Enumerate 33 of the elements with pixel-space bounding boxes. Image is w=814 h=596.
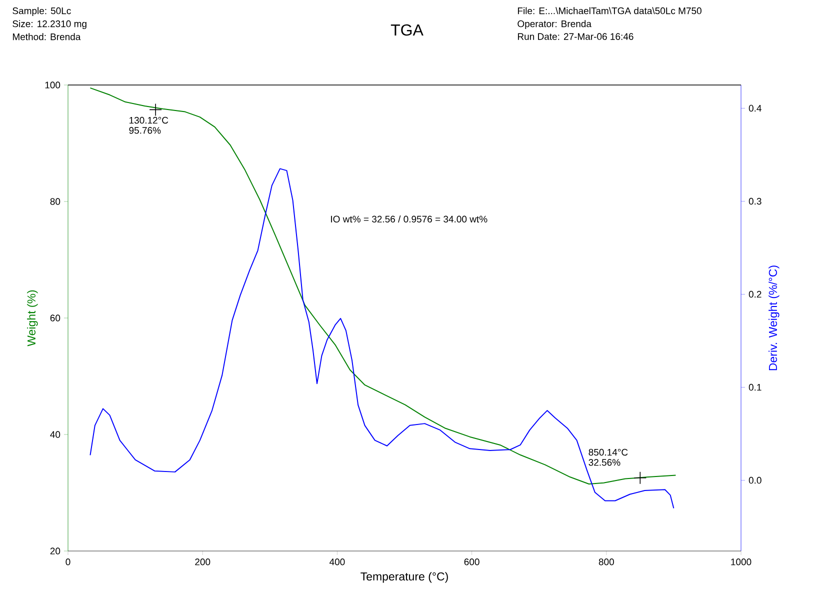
text: Sample: 50Lc	[12, 7, 71, 16]
y-tick-label: 40	[50, 431, 60, 438]
x-tick-label: 200	[195, 558, 210, 566]
x-axis-title: Temperature (°C)	[360, 572, 448, 583]
y-tick-label: 20	[50, 548, 60, 554]
text: Size: 12.2310 mg	[12, 20, 86, 30]
text: Run Date: 27-Mar-06 16:46	[518, 33, 634, 40]
annotation: IO wt% = 32.56 / 0.9576 = 34.00 wt%	[331, 216, 488, 222]
line-series	[90, 87, 676, 485]
annotation: 32.56%	[588, 459, 620, 466]
y-tick-label: 80	[50, 198, 60, 205]
y2-tick-label: 0.1	[748, 384, 762, 391]
y2-axis-title: Deriv. Weight (%/°C)	[768, 266, 780, 370]
y-tick-label: 100	[45, 82, 60, 88]
y2-tick-label: 0.0	[748, 476, 762, 484]
x-tick-label: 0	[66, 558, 70, 566]
text: File: E:...\MichaelTam\TGA data\50Lc M750	[518, 7, 702, 14]
x-tick-label: 1000	[731, 558, 752, 566]
x-tick-label: 800	[598, 558, 614, 566]
line-series	[90, 168, 674, 509]
text: Method: Brenda	[12, 33, 81, 40]
annotation: 95.76%	[129, 127, 161, 134]
y-tick-label: 60	[50, 314, 60, 322]
annotation: 850.14°C	[588, 448, 628, 456]
y-axis-title: Weight (%)	[27, 290, 38, 346]
chart-title: TGA	[390, 24, 424, 36]
annotation: 130.12°C	[129, 116, 168, 124]
y2-tick-label: 0.4	[748, 104, 762, 112]
y2-tick-label: 0.3	[748, 198, 762, 205]
x-tick-label: 400	[329, 558, 345, 566]
y2-tick-label: 0.2	[748, 290, 762, 298]
x-tick-label: 600	[464, 558, 480, 566]
text: Operator: Brenda	[518, 20, 592, 30]
